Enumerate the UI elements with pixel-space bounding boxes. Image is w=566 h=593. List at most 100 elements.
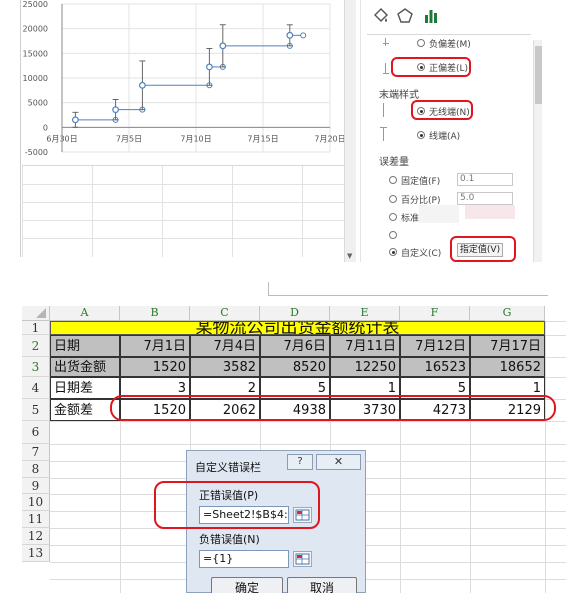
row-label-cell[interactable]: 出货金额	[50, 357, 120, 377]
highlight-specify-value	[450, 236, 516, 262]
range-picker-icon[interactable]	[293, 507, 312, 523]
sheet-title-cell[interactable]: 某物流公司出货金额统计表	[50, 321, 545, 335]
data-cell[interactable]: 5	[260, 377, 330, 399]
row-header-12[interactable]: 12	[22, 528, 50, 545]
column-header-g[interactable]: G	[470, 306, 545, 321]
data-cell[interactable]: 2	[190, 377, 260, 399]
highlight-date-diff-row	[110, 395, 556, 421]
minus-preview-icon	[385, 38, 386, 46]
gridline	[22, 220, 344, 221]
series-options-icon[interactable]	[421, 6, 441, 26]
y-tick-label: 5000	[28, 99, 48, 108]
data-cell[interactable]: 16523	[400, 357, 470, 377]
scatter-chart[interactable]: 25000 20000 15000 10000 5000 0 -5000 6月30日 7月5日 7…	[0, 0, 346, 165]
radio-std-dev[interactable]	[389, 213, 397, 221]
data-cell[interactable]: 4938	[260, 399, 330, 421]
column-header-e[interactable]: E	[330, 306, 400, 321]
radio-plus[interactable]	[417, 63, 425, 71]
row-header-5[interactable]: 5	[22, 399, 50, 421]
data-cell[interactable]: 3582	[190, 357, 260, 377]
row-header-8[interactable]: 8	[22, 461, 50, 478]
row-header-1[interactable]: 1	[22, 321, 50, 335]
radio-no-cap[interactable]	[417, 107, 425, 115]
data-point	[205, 63, 213, 71]
radio-custom-label: 自定义(C)	[401, 249, 442, 259]
radio-cap[interactable]	[417, 131, 425, 139]
fixed-value-input[interactable]: 0.1	[457, 173, 513, 186]
row-label-cell[interactable]: 日期	[50, 335, 120, 357]
end-style-heading: 末端样式	[379, 90, 419, 101]
gridline	[22, 166, 23, 257]
data-cell[interactable]: 18652	[470, 357, 545, 377]
positive-error-input[interactable]: =Sheet2!$B$4:	[199, 506, 289, 524]
data-cell[interactable]: 1	[470, 377, 545, 399]
radio-fixed-value[interactable]	[389, 176, 397, 184]
radio-custom[interactable]	[389, 248, 397, 256]
gridline	[470, 321, 471, 593]
column-header-f[interactable]: F	[400, 306, 470, 321]
vertical-scrollbar[interactable]: ▼	[344, 0, 356, 262]
select-all-corner[interactable]	[22, 306, 50, 321]
data-cell[interactable]: 1520	[120, 399, 190, 421]
data-cell[interactable]: 7月11日	[330, 335, 400, 357]
column-header-a[interactable]: A	[50, 306, 120, 321]
column-header-c[interactable]: C	[190, 306, 260, 321]
data-cell[interactable]: 3730	[330, 399, 400, 421]
scroll-down-icon[interactable]: ▼	[347, 252, 353, 260]
effects-icon[interactable]	[395, 6, 415, 26]
negative-error-input[interactable]: ={1}	[199, 550, 289, 568]
row-header-11[interactable]: 11	[22, 511, 50, 528]
specify-value-button[interactable]: 指定值(V)	[457, 243, 503, 257]
row-header-4[interactable]: 4	[22, 377, 50, 399]
gridline	[22, 238, 344, 239]
row-header-3[interactable]: 3	[22, 357, 50, 377]
column-header-d[interactable]: D	[260, 306, 330, 321]
data-cell[interactable]: 7月12日	[400, 335, 470, 357]
row-header-6[interactable]: 6	[22, 421, 50, 444]
row-label-cell[interactable]: 日期差	[50, 377, 120, 399]
gridline	[50, 444, 566, 445]
radio-std-dev-label: 标准	[401, 214, 420, 224]
pane-scrollbar[interactable]	[533, 40, 542, 262]
y-tick-label: 25000	[23, 0, 48, 9]
row-header-10[interactable]: 10	[22, 494, 50, 511]
positive-error-label: 正错误值(P)	[199, 489, 259, 502]
row-header-13[interactable]: 13	[22, 545, 50, 562]
y-tick-label: 10000	[23, 74, 48, 83]
data-cell[interactable]: 1	[330, 377, 400, 399]
radio-cap-label: 线端(A)	[429, 132, 461, 142]
help-button[interactable]: ?	[287, 454, 313, 470]
row-header-9[interactable]: 9	[22, 478, 50, 494]
data-cell[interactable]: 7月1日	[120, 335, 190, 357]
radio-minus[interactable]	[417, 39, 425, 47]
pane-scroll-thumb[interactable]	[535, 46, 542, 104]
percentage-input[interactable]: 5.0	[457, 192, 513, 205]
no-cap-preview-icon	[383, 103, 384, 117]
data-cell[interactable]: 1520	[120, 357, 190, 377]
blurred-region-pink	[465, 205, 515, 219]
row-header-7[interactable]: 7	[22, 444, 50, 461]
format-error-bars-pane: 负偏差(M) 正偏差(L) 末端样式 无线端(N) 线端(A) 误差量 固定值(…	[360, 0, 546, 262]
row-label-cell[interactable]: 金额差	[50, 399, 120, 421]
column-header-b[interactable]: B	[120, 306, 190, 321]
data-cell[interactable]: 7月17日	[470, 335, 545, 357]
data-cell[interactable]: 5	[400, 377, 470, 399]
radio-std-error[interactable]	[389, 231, 397, 239]
radio-percentage[interactable]	[389, 195, 397, 203]
data-cell[interactable]: 3	[120, 377, 190, 399]
x-tick-label: 7月10日	[180, 134, 211, 143]
data-cell[interactable]: 7月4日	[190, 335, 260, 357]
data-cell[interactable]: 7月6日	[260, 335, 330, 357]
x-tick-label: 7月20日	[314, 134, 345, 143]
data-cell[interactable]: 8520	[260, 357, 330, 377]
range-picker-icon[interactable]	[293, 551, 312, 567]
cap-preview-cap	[380, 127, 387, 128]
row-header-2[interactable]: 2	[22, 335, 50, 357]
close-button[interactable]: ✕	[316, 454, 361, 470]
data-cell[interactable]: 12250	[330, 357, 400, 377]
radio-minus-label: 负偏差(M)	[429, 40, 471, 50]
fill-line-icon[interactable]	[371, 6, 391, 26]
ok-button[interactable]: 确定	[211, 577, 283, 593]
cancel-button[interactable]: 取消	[287, 577, 357, 593]
